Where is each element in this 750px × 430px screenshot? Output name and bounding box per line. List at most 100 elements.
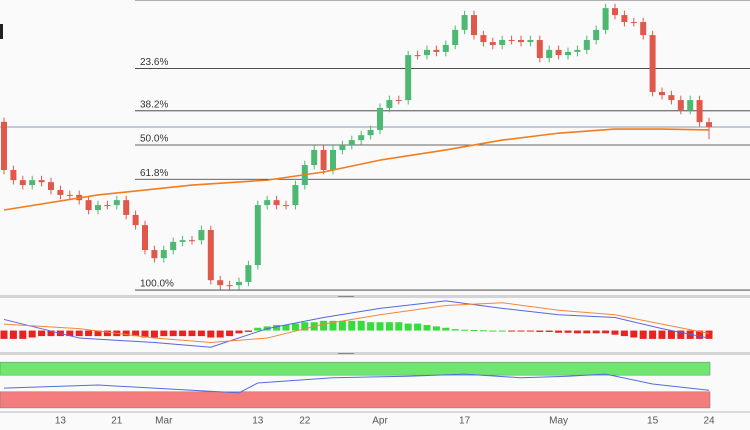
macd-bar [38, 330, 46, 337]
macd-bar [188, 330, 196, 337]
macd-bar [169, 330, 177, 337]
candle-body [339, 145, 346, 150]
candle-body [452, 29, 459, 45]
separator-handle [338, 296, 354, 297]
candle-body [95, 205, 101, 211]
macd-bar [649, 330, 657, 339]
candle-body [489, 42, 496, 45]
candle-body [273, 200, 280, 206]
macd-bar [216, 330, 224, 338]
macd-bar [254, 327, 262, 331]
macd-bar [9, 330, 17, 339]
candle-body [1, 121, 7, 170]
candle-body [217, 280, 224, 286]
candle-body [245, 265, 252, 282]
macd-bar [677, 330, 685, 339]
candle-body [630, 22, 637, 24]
candle-body [508, 40, 515, 42]
macd-bar [348, 320, 356, 331]
candle-body [10, 169, 17, 181]
macd-bar [150, 330, 158, 338]
macd-bar [94, 330, 102, 337]
candle-body [706, 122, 712, 128]
macd-line [3, 300, 710, 348]
macd-bar [160, 330, 168, 337]
macd-bar [85, 330, 93, 337]
macd-bar [141, 330, 149, 338]
x-tick-label: Mar [155, 416, 173, 427]
macd-bar [545, 330, 553, 332]
macd-bar [273, 325, 281, 331]
macd-bar [602, 330, 610, 334]
macd-bar [47, 330, 55, 337]
macd-bar [639, 330, 647, 339]
candle-body [160, 250, 167, 259]
macd-bar [404, 323, 412, 331]
candle-body [236, 281, 242, 286]
candle-body [583, 40, 590, 50]
moving-average [3, 128, 710, 211]
candle-body [461, 15, 468, 30]
macd-bar [658, 330, 666, 339]
candle-body [29, 180, 36, 186]
x-tick-label: 22 [299, 416, 311, 427]
candle-body [292, 185, 299, 206]
macd-bar [705, 330, 713, 339]
macd-bar [197, 330, 205, 337]
candle-body [677, 100, 684, 110]
candle-body [311, 149, 318, 166]
candle-body [123, 200, 130, 215]
candle-body [358, 135, 365, 141]
macd-bar [103, 330, 111, 337]
candle-body [527, 40, 534, 43]
macd-bar [376, 322, 384, 331]
macd-line [3, 302, 710, 344]
candle-body [386, 100, 393, 108]
macd-bar [301, 322, 309, 331]
panel-separator [0, 352, 750, 355]
candle-body [536, 40, 543, 59]
macd-bar [282, 325, 290, 331]
macd-bar [423, 325, 431, 331]
x-tick-label: 13 [55, 416, 67, 427]
candle-body [593, 29, 600, 41]
separator-handle [338, 353, 354, 354]
macd-bar [207, 330, 215, 338]
candle-body [668, 95, 675, 101]
macd-bar [179, 330, 187, 337]
fib-label: 38.2% [140, 99, 168, 110]
macd-bar [338, 320, 346, 331]
macd-bar [470, 330, 478, 331]
macd-bar [489, 330, 497, 332]
candle-body [254, 205, 261, 266]
candle-body [330, 149, 336, 170]
fib-label: 23.6% [140, 57, 168, 68]
candle-body [170, 241, 177, 251]
candle-body [179, 240, 186, 242]
macd-bar [696, 330, 704, 339]
macd-bar [442, 327, 450, 331]
candle-body [659, 91, 665, 96]
x-tick-label: 17 [459, 416, 471, 427]
macd-bar [66, 330, 74, 337]
macd-bar [132, 330, 140, 337]
candle-body [602, 8, 609, 30]
macd-bar [536, 330, 544, 332]
candle-body [207, 230, 214, 281]
candle-body [518, 40, 524, 43]
candle-body [367, 129, 374, 136]
candle-body [142, 225, 148, 251]
candle-body [433, 49, 440, 52]
macd-bar [226, 330, 234, 337]
candle-body [640, 22, 647, 36]
candle-body [132, 214, 139, 226]
candle-body [85, 200, 92, 211]
macd-bar [75, 330, 83, 337]
macd-bar [291, 323, 299, 331]
candle-body [414, 55, 421, 57]
candle-body [565, 51, 571, 56]
candle-body [57, 189, 64, 195]
x-tick-label: May [549, 416, 568, 427]
